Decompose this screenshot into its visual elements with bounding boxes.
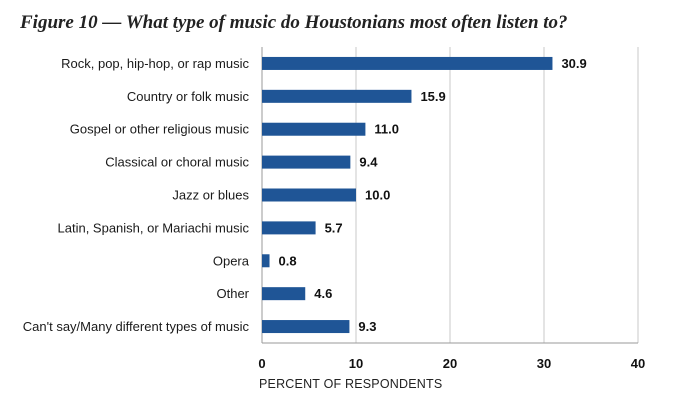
category-label: Other [216, 286, 249, 301]
value-label: 15.9 [420, 89, 445, 104]
bars-group [262, 56, 553, 334]
category-label: Classical or choral music [105, 155, 249, 170]
category-labels: Rock, pop, hip-hop, or rap music Country … [23, 56, 250, 334]
category-label: Rock, pop, hip-hop, or rap music [61, 56, 249, 71]
value-label: 9.3 [358, 319, 376, 334]
category-label: Latin, Spanish, or Mariachi music [58, 220, 250, 235]
value-label: 4.6 [314, 286, 332, 301]
value-label: 9.4 [359, 155, 378, 170]
value-labels: 30.9 15.9 11.0 9.4 10.0 5.7 0.8 4.6 9.3 [279, 56, 587, 334]
category-label: Can't say/Many different types of music [23, 319, 250, 334]
value-label: 11.0 [374, 122, 399, 137]
x-axis-label: PERCENT OF RESPONDENTS [259, 377, 442, 391]
x-tick-label: 40 [631, 356, 645, 371]
chart-title: Figure 10 — What type of music do Housto… [20, 12, 568, 33]
x-tick-label: 0 [258, 356, 265, 371]
x-tick-label: 10 [349, 356, 363, 371]
category-label: Opera [213, 253, 250, 268]
x-tick-label: 30 [537, 356, 551, 371]
category-label: Country or folk music [127, 89, 250, 104]
bar [262, 89, 412, 103]
value-label: 5.7 [325, 220, 343, 235]
bar [262, 155, 351, 169]
bar [262, 320, 350, 334]
bar [262, 122, 366, 136]
bar [262, 221, 316, 235]
value-label: 10.0 [365, 188, 390, 203]
bar [262, 188, 356, 202]
category-label: Jazz or blues [172, 188, 249, 203]
category-label: Gospel or other religious music [70, 122, 250, 137]
bar [262, 254, 270, 268]
x-tick-label: 20 [443, 356, 457, 371]
x-tick-labels: 0 10 20 30 40 [258, 356, 645, 371]
bar [262, 56, 553, 70]
bar [262, 287, 306, 301]
value-label: 0.8 [279, 253, 297, 268]
value-label: 30.9 [561, 56, 586, 71]
